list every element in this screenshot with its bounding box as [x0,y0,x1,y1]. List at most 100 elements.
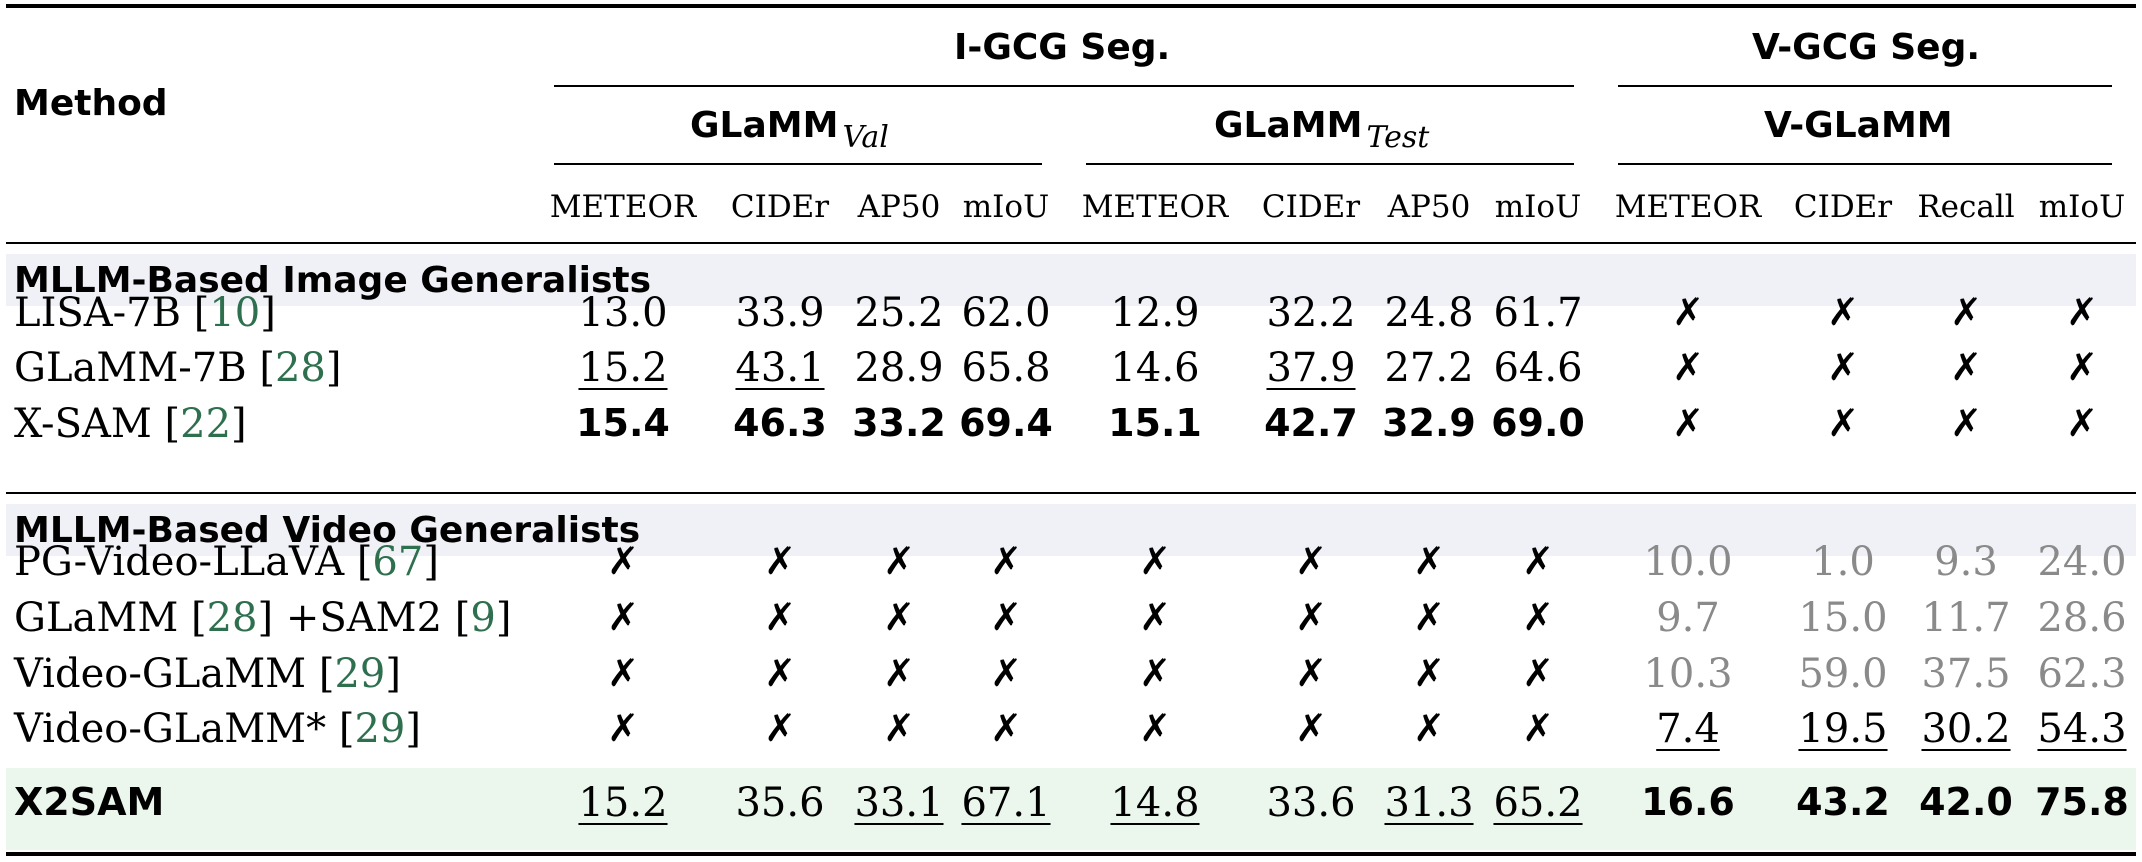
method-name: LISA-7B [10] [14,293,276,333]
cite-bracket: [ [193,290,210,336]
cross-mark-icon: ✗ [1295,595,1327,639]
cross-mark-icon: ✗ [1413,706,1445,750]
group-separator-rule [6,492,2136,494]
vglamm-header: V-GLaMM [1764,105,1953,146]
cross-mark-icon: ✗ [990,539,1022,583]
table-cell: 43.1 [735,345,825,391]
test-subscript: Test [1366,120,1430,155]
vglamm-cmidrule [1618,163,2112,165]
table-cell: 10.3 [1643,651,1733,697]
vgcg-cmidrule [1618,85,2112,87]
table-cell: 32.9 [1382,401,1476,445]
cite-bracket: ] [385,651,401,697]
table-cell: 69.0 [1491,401,1585,445]
metric-header-1: METEOR [549,189,697,225]
citation-link[interactable]: 29 [354,706,406,752]
table-cell: 42.0 [1919,780,2013,824]
val-cmidrule [554,163,1042,165]
metric-header-5: METEOR [1081,189,1229,225]
cite-bracket: ] [423,539,439,585]
cite-bracket: ] [325,345,342,391]
table-cell: 46.3 [733,401,827,445]
table-cell: 42.7 [1264,401,1358,445]
table-cell: 64.6 [1493,345,1583,391]
method-label: GLaMM-7B [14,345,260,391]
citation-link[interactable]: 22 [180,401,232,447]
metric-header-12: mIoU [2038,189,2126,225]
citation-link[interactable]: 10 [209,290,261,336]
table-cell: 24.0 [2037,539,2127,585]
group-label: MLLM-Based Image Generalists [14,260,652,301]
cite-bracket: [ [164,401,181,447]
method-header: Method [14,83,168,124]
cross-mark-icon: ✗ [1672,290,1704,334]
citation-link[interactable]: 9 [470,595,496,641]
table-cell: 37.9 [1266,345,1356,391]
cross-mark-icon: ✗ [607,595,639,639]
table-cell: 24.8 [1384,290,1474,336]
method-label: LISA-7B [14,290,194,336]
table-cell: 32.2 [1266,290,1356,336]
metric-header-4: mIoU [962,189,1050,225]
cross-mark-icon: ✗ [883,595,915,639]
citation-link[interactable]: 29 [334,651,386,697]
table-cell: 15.1 [1108,401,1202,445]
val-subscript: Val [842,120,889,155]
cite-bracket: ] [495,595,512,641]
method-name: Video-GLaMM* [29] [14,709,421,749]
cite-bracket: [ [259,345,275,391]
top-rule [6,4,2136,8]
cross-mark-icon: ✗ [1522,539,1554,583]
cross-mark-icon: ✗ [883,539,915,583]
metric-header-9: METEOR [1614,189,1762,225]
cross-mark-icon: ✗ [1413,595,1445,639]
method-name: GLaMM [28] +SAM2 [9] [14,598,511,638]
cross-mark-icon: ✗ [883,706,915,750]
method-label: Video-GLaMM* [14,706,339,752]
citation-link[interactable]: 67 [372,539,424,585]
metric-header-6: CIDEr [1261,189,1361,225]
table-cell: 28.9 [854,345,944,391]
method-label-extra: +SAM2 [273,595,455,641]
cite-bracket: ] [260,290,276,336]
citation-link[interactable]: 28 [206,595,258,641]
table-cell: 9.7 [1656,595,1720,641]
method-name: PG-Video-LLaVA [67] [14,542,439,582]
table-cell: 75.8 [2035,780,2129,824]
cross-mark-icon: ✗ [607,539,639,583]
table-cell: 54.3 [2037,706,2127,752]
cite-bracket: [ [356,539,373,585]
cross-mark-icon: ✗ [1139,539,1171,583]
table-cell: 33.1 [854,780,944,826]
method-label: X-SAM [14,401,165,447]
cross-mark-icon: ✗ [1522,706,1554,750]
table-cell: 11.7 [1921,595,2011,641]
table-cell: 15.2 [578,345,668,391]
group-band [6,254,2136,306]
cross-mark-icon: ✗ [764,651,796,695]
method-label: Video-GLaMM [14,651,319,697]
cross-mark-icon: ✗ [1295,706,1327,750]
glamm-val-title: GLaMM [690,105,839,146]
table-cell: 14.8 [1110,780,1200,826]
table-cell: 43.2 [1796,780,1890,824]
glamm-test-title: GLaMM [1214,105,1363,146]
table-cell: 62.3 [2037,651,2127,697]
cross-mark-icon: ✗ [1522,595,1554,639]
method-name: X2SAM [14,780,165,824]
cross-mark-icon: ✗ [1139,706,1171,750]
cite-bracket: [ [454,595,471,641]
cross-mark-icon: ✗ [1413,539,1445,583]
citation-link[interactable]: 28 [274,345,326,391]
metric-header-8: mIoU [1494,189,1582,225]
table-cell: 59.0 [1798,651,1888,697]
cross-mark-icon: ✗ [607,651,639,695]
table-cell: 37.5 [1921,651,2011,697]
test-cmidrule [1086,163,1574,165]
cross-mark-icon: ✗ [1950,345,1982,389]
table-cell: 14.6 [1110,345,1200,391]
table-cell: 28.6 [2037,595,2127,641]
cross-mark-icon: ✗ [1672,345,1704,389]
group-band [6,504,2136,556]
